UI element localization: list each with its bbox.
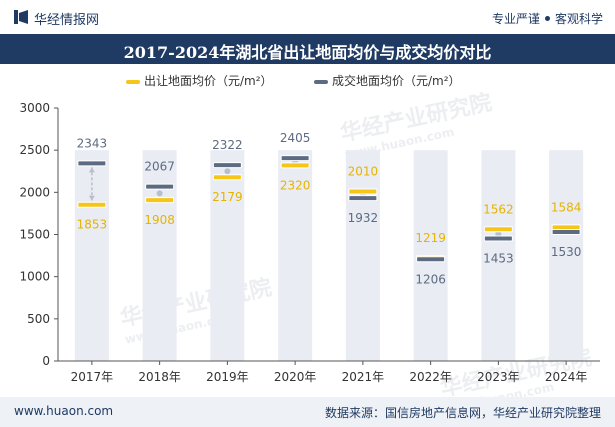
x-tick-label: 2019年 [206, 370, 249, 384]
x-tick-label: 2023年 [477, 370, 520, 384]
x-tick-label: 2021年 [342, 370, 385, 384]
x-tick-label: 2018年 [138, 370, 181, 384]
series-2-marker [416, 256, 446, 263]
category-column [481, 150, 516, 361]
y-tick-label: 1000 [19, 270, 50, 284]
series-2-marker [212, 162, 242, 169]
legend-label-series-2: 成交地面均价（元/m²） [332, 74, 461, 88]
category-column [278, 150, 313, 361]
y-tick-label: 1500 [19, 228, 50, 242]
x-tick-label: 2024年 [545, 370, 588, 384]
connector-dot [224, 168, 231, 175]
chart-plot: 0 500 1000 1500 2000 2500 3000 2017年 2018年 2019年 2… [19, 101, 600, 384]
y-tick-label: 3000 [19, 101, 50, 115]
series-1-data-label: 1562 [483, 202, 514, 216]
y-tick-label: 2500 [19, 143, 50, 157]
series-1-marker [483, 226, 513, 233]
series-2-marker [483, 235, 513, 242]
y-tick-label: 2000 [19, 185, 50, 199]
series-2-data-label: 2322 [212, 138, 243, 152]
series-2-data-label: 1453 [483, 251, 514, 265]
logo-icon [14, 10, 28, 24]
legend-label-series-1: 出让地面均价（元/m²） [144, 74, 273, 88]
top-bar: 华经情报网 专业严谨 客观科学 [0, 0, 615, 34]
connector-arrow [88, 167, 95, 173]
series-1-data-label: 2010 [348, 164, 379, 178]
legend: 出让地面均价（元/m²） 成交地面均价（元/m²） [0, 72, 615, 92]
series-1-data-label: 1853 [77, 218, 108, 232]
category-column [74, 150, 109, 361]
series-1-data-label: 1584 [551, 200, 582, 214]
series-2-data-label: 2067 [144, 160, 175, 174]
series-1-marker [280, 162, 310, 169]
series-1-data-label: 1219 [415, 231, 446, 245]
legend-swatch-series-1 [126, 79, 140, 84]
series-2-marker [280, 155, 310, 162]
series-1-marker [77, 201, 107, 208]
series-2-data-label: 1932 [348, 211, 379, 225]
series-2-data-label: 1530 [551, 245, 582, 259]
slogan-right: 客观科学 [554, 12, 603, 26]
series-2-marker [77, 160, 107, 167]
series-2-data-label: 2405 [280, 131, 311, 145]
legend-swatch-series-2 [314, 79, 328, 84]
series-1-marker [348, 188, 378, 195]
series-1-marker [212, 174, 242, 181]
category-column [549, 150, 584, 361]
connector-dot [156, 190, 163, 197]
x-tick-label: 2020年 [274, 370, 317, 384]
series-2-marker [145, 183, 175, 190]
y-tick-label: 500 [27, 312, 50, 326]
footer: www.huaon.com 数据来源：国信房地产信息网，华经产业研究院整理 [0, 397, 615, 427]
slogan-left: 专业严谨 [491, 12, 540, 26]
brand-name: 华经情报网 [34, 13, 100, 28]
series-2-marker [551, 228, 581, 235]
data-source: 数据来源：国信房地产信息网，华经产业研究院整理 [324, 406, 601, 420]
series-2-marker [348, 195, 378, 202]
category-column [345, 150, 380, 361]
series-2-data-label: 1206 [415, 272, 446, 286]
separator-dot-icon [544, 16, 550, 21]
series-1-data-label: 2179 [212, 190, 243, 204]
connector-dot [495, 230, 502, 237]
x-tick-label: 2022年 [409, 370, 452, 384]
connector-arrow [88, 195, 95, 201]
y-tick-label: 0 [42, 354, 50, 368]
legend-item-series-1: 出让地面均价（元/m²） [126, 72, 273, 89]
title-bar: 2017-2024年湖北省出让地面均价与成交均价对比 [0, 34, 615, 64]
category-column [210, 150, 245, 361]
series-1-data-label: 1908 [144, 213, 175, 227]
footer-url[interactable]: www.huaon.com [14, 404, 114, 418]
legend-item-series-2: 成交地面均价（元/m²） [314, 72, 461, 89]
chart-title: 2017-2024年湖北省出让地面均价与成交均价对比 [123, 43, 492, 62]
x-tick-label: 2017年 [71, 370, 114, 384]
series-2-data-label: 2343 [77, 136, 108, 150]
series-1-data-label: 2320 [280, 178, 311, 192]
series-1-marker [145, 197, 175, 204]
category-column [142, 150, 177, 361]
slogan: 专业严谨 客观科学 [492, 10, 603, 27]
